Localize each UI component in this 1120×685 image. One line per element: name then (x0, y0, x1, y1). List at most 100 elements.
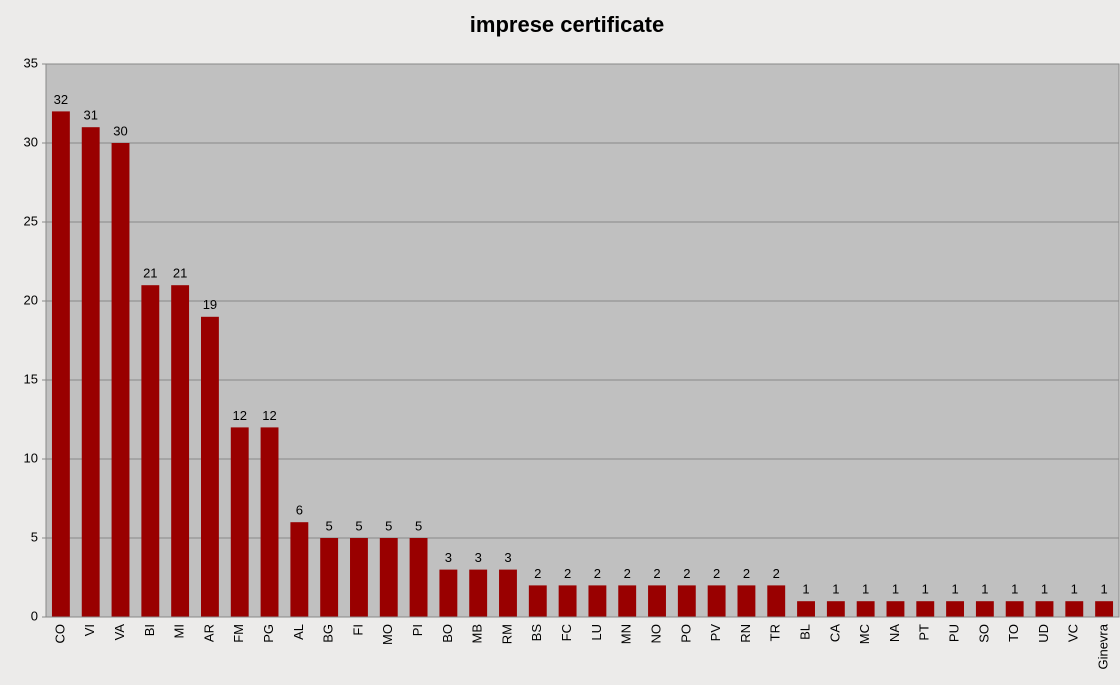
data-label: 1 (1011, 582, 1018, 597)
bar (439, 569, 458, 617)
data-label: 2 (713, 566, 720, 581)
data-label: 2 (773, 566, 780, 581)
x-tick-label: RM (499, 624, 514, 644)
x-tick-label: PT (917, 624, 932, 641)
x-tick-label: PO (678, 624, 693, 643)
x-tick-label: BS (529, 624, 544, 642)
chart-title: imprese certificate (470, 12, 664, 37)
x-tick-label: BG (321, 624, 336, 643)
data-label: 21 (173, 266, 187, 281)
x-tick-label: BL (797, 624, 812, 640)
bar (1095, 601, 1114, 617)
data-label: 1 (1071, 582, 1078, 597)
y-tick-label: 25 (24, 213, 38, 228)
bar (826, 601, 845, 617)
x-tick-label: FC (559, 624, 574, 641)
data-label: 1 (922, 582, 929, 597)
x-tick-label: PG (261, 624, 276, 643)
x-tick-label: TO (1006, 624, 1021, 642)
data-label: 31 (83, 108, 97, 123)
x-tick-label: PV (708, 624, 723, 642)
data-label: 1 (892, 582, 899, 597)
bar (141, 285, 160, 617)
data-label: 32 (54, 92, 68, 107)
bar (230, 427, 249, 617)
bar (767, 585, 786, 617)
data-label: 30 (113, 123, 127, 138)
x-tick-label: MC (857, 624, 872, 644)
x-tick-label: TR (768, 624, 783, 641)
data-label: 2 (743, 566, 750, 581)
bar (469, 569, 488, 617)
x-tick-label: LU (589, 624, 604, 641)
data-label: 21 (143, 266, 157, 281)
x-tick-label: NA (887, 624, 902, 642)
x-tick-label: SO (976, 624, 991, 643)
y-tick-label: 20 (24, 292, 38, 307)
bar (528, 585, 547, 617)
x-tick-label: NO (648, 624, 663, 644)
x-tick-label: AR (201, 624, 216, 642)
bar (320, 538, 339, 617)
data-label: 1 (832, 582, 839, 597)
x-tick-label: VI (82, 624, 97, 636)
data-label: 1 (802, 582, 809, 597)
x-tick-label: UD (1036, 624, 1051, 643)
x-tick-label: MN (619, 624, 634, 644)
data-label: 5 (355, 518, 362, 533)
x-tick-label: RN (738, 624, 753, 643)
x-tick-label: PU (947, 624, 962, 642)
bar (290, 522, 309, 617)
bar (648, 585, 666, 617)
x-tick-label: CA (827, 624, 842, 642)
bar (707, 585, 726, 617)
x-tick-label: VC (1066, 624, 1081, 642)
data-label: 12 (233, 408, 247, 423)
bar (886, 601, 905, 617)
data-label: 5 (326, 518, 333, 533)
bar (350, 538, 368, 617)
data-label: 3 (475, 550, 482, 565)
data-label: 5 (415, 518, 422, 533)
data-label: 1 (862, 582, 869, 597)
x-tick-label: MB (470, 624, 485, 644)
bar (499, 569, 517, 617)
bar (1035, 601, 1054, 617)
x-tick-label: MO (380, 624, 395, 645)
bar (111, 143, 130, 617)
data-label: 1 (951, 582, 958, 597)
bar (51, 111, 70, 618)
bar (1065, 601, 1084, 617)
bar (975, 601, 994, 617)
x-tick-label: VA (112, 624, 127, 641)
data-label: 2 (564, 566, 571, 581)
y-tick-label: 5 (31, 529, 38, 544)
x-tick-label: AL (291, 624, 306, 640)
bar (409, 538, 428, 617)
data-label: 1 (981, 582, 988, 597)
bar (379, 538, 398, 617)
data-label: 2 (683, 566, 690, 581)
y-tick-label: 10 (24, 450, 38, 465)
y-tick-label: 30 (24, 134, 38, 149)
data-label: 6 (296, 503, 303, 518)
bar (737, 585, 756, 617)
x-tick-label: Ginevra (1096, 623, 1111, 669)
data-label: 19 (203, 297, 217, 312)
bar (618, 585, 637, 617)
bar (1005, 601, 1024, 617)
bar (856, 601, 875, 617)
bar (797, 601, 815, 617)
bar (171, 285, 190, 617)
x-tick-label: PI (410, 624, 425, 636)
bar (558, 585, 577, 617)
bar (588, 585, 607, 617)
y-tick-label: 15 (24, 371, 38, 386)
x-tick-label: FM (231, 624, 246, 643)
data-label: 12 (262, 408, 276, 423)
y-tick-label: 35 (24, 55, 38, 70)
data-label: 3 (445, 550, 452, 565)
bar (200, 316, 219, 617)
